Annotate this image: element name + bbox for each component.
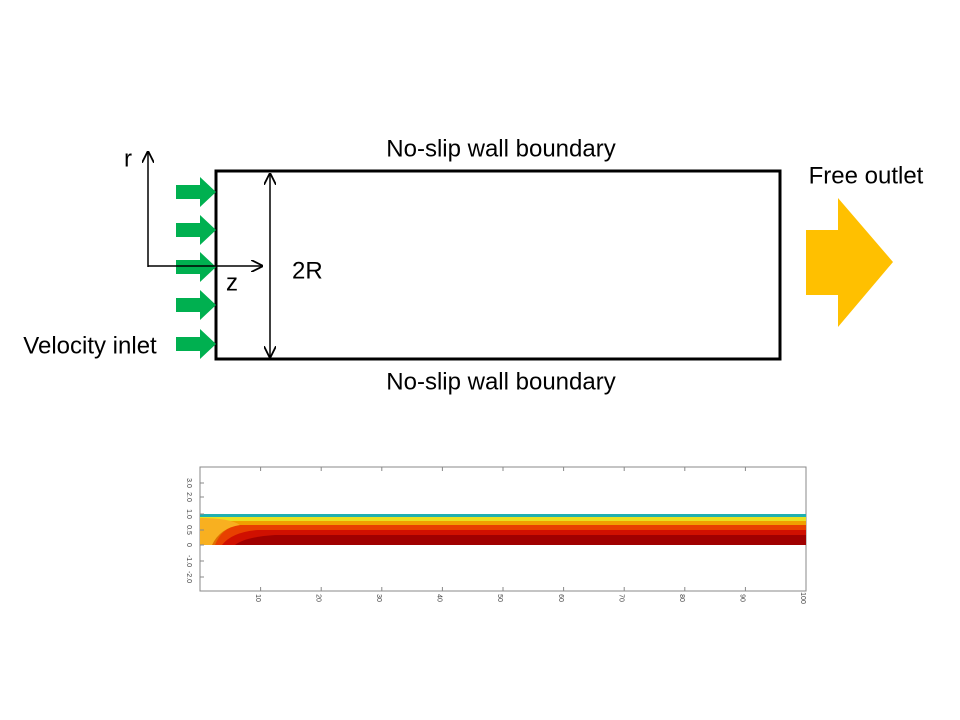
inlet-label: Velocity inlet [23,332,157,359]
x-tick-label: 10 [254,594,261,602]
band [200,514,806,517]
pipe-domain [214,169,782,361]
x-tick-label: 20 [314,594,321,602]
x-tick-label: 40 [436,594,443,602]
top-wall-label: No-slip wall boundary [386,135,615,162]
bottom-wall-label: No-slip wall boundary [386,368,615,395]
band [200,521,806,525]
inlet-arrows [176,177,216,359]
contour-plot: 10 20 30 40 50 60 70 80 90 100 3.0 2.0 1.0 0.5 0 -1.0 -2… [185,466,807,604]
x-tick-label: 80 [678,594,685,602]
x-tick-label: 30 [375,594,382,602]
y-tick-label: -2.0 [185,571,192,583]
x-tick-label: 70 [617,594,624,602]
band [200,517,806,521]
x-tick-label: 60 [557,594,564,602]
diameter-label: 2R [292,257,323,284]
y-tick-label: 0 [185,543,192,547]
y-tick-label: 2.0 [185,492,192,502]
y-tick-label: 1.0 [185,509,192,519]
x-tick-label: 90 [739,594,746,602]
r-label: r [124,145,132,172]
schematic: r z 2R No-slip wall boundary No-slip wal… [23,135,923,395]
outlet-label: Free outlet [809,162,924,189]
x-tick-label: 50 [496,594,503,602]
band [235,535,806,545]
x-tick-label: 100 [799,592,806,604]
y-tick-label: 3.0 [185,478,192,488]
y-tick-label: -1.0 [185,555,192,567]
z-label: z [226,269,238,296]
y-tick-label: 0.5 [185,525,192,535]
inlet-region [200,518,240,545]
outlet-arrow [806,198,893,327]
